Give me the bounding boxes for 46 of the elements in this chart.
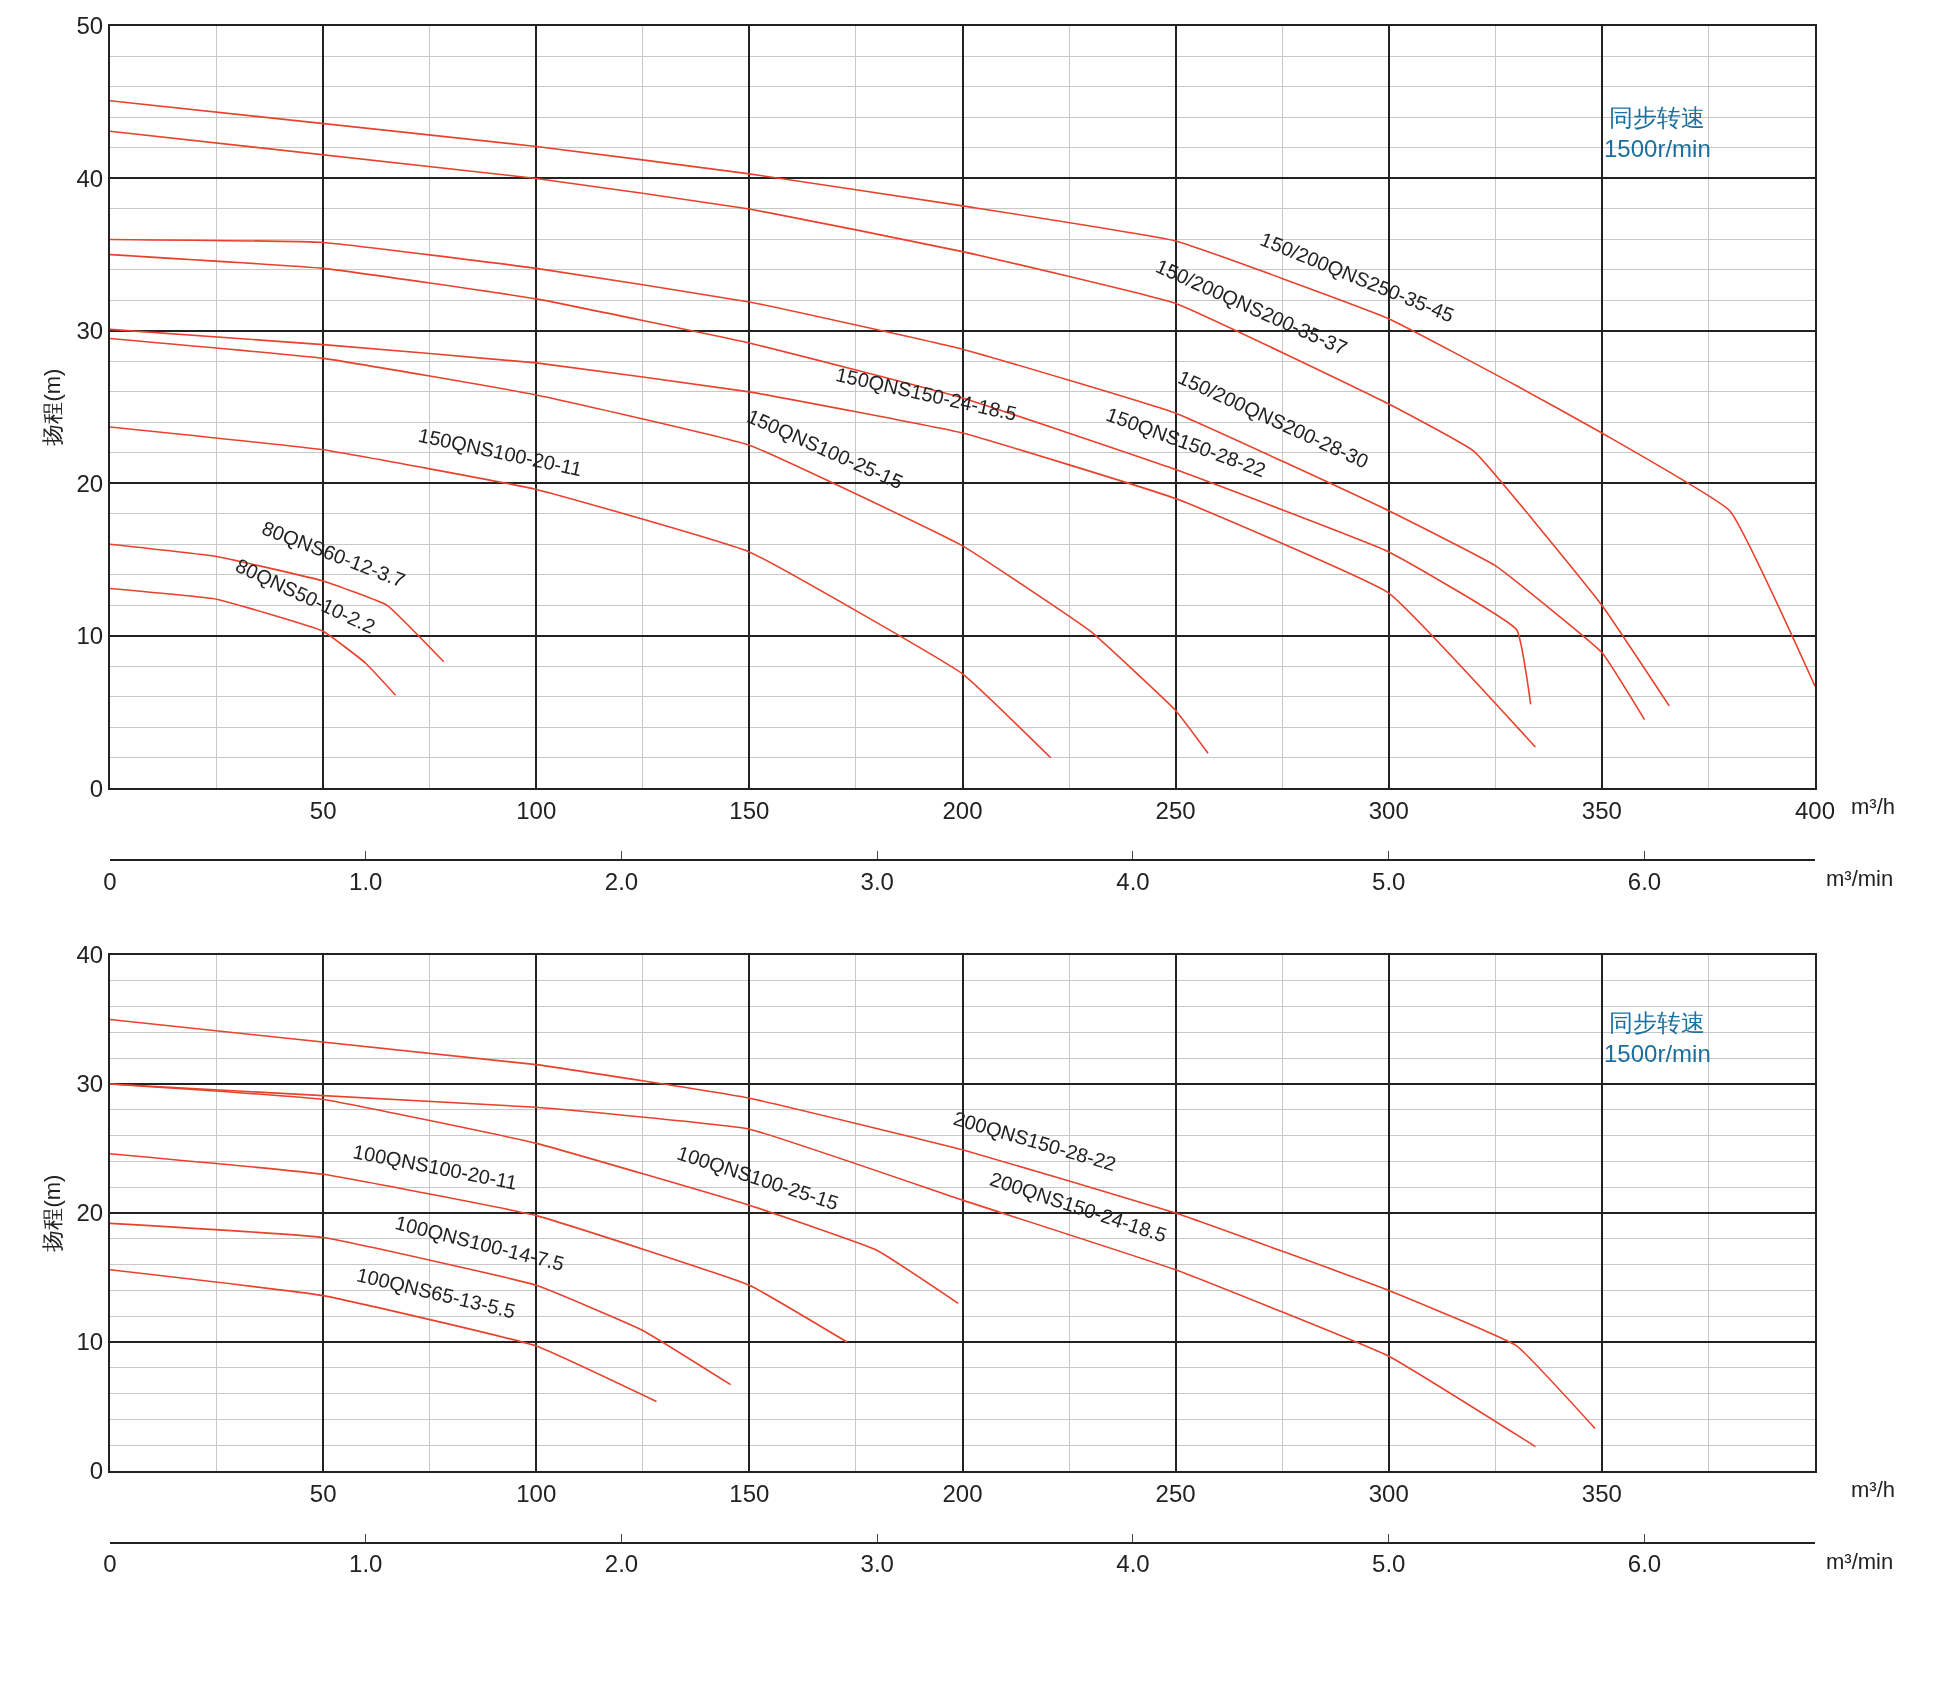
x-tick-label: 350 bbox=[1581, 1479, 1622, 1507]
y-tick-label: 50 bbox=[76, 12, 104, 40]
x-tick-label: 300 bbox=[1368, 1479, 1409, 1507]
x-tick-label: 350 bbox=[1581, 797, 1622, 825]
y-tick-label: 0 bbox=[89, 774, 104, 802]
x2-tick-label: 5.0 bbox=[1372, 867, 1406, 895]
y-tick-label: 10 bbox=[76, 622, 104, 650]
annotation: 同步转速 1500r/min bbox=[1604, 104, 1711, 163]
y-tick-label: 30 bbox=[76, 317, 104, 345]
annotation: 同步转速 1500r/min bbox=[1604, 1009, 1711, 1068]
x2-tick-label: 4.0 bbox=[1116, 1550, 1150, 1578]
x-tick-label: 200 bbox=[942, 797, 983, 825]
y-tick-label: 20 bbox=[76, 469, 104, 497]
x2-tick-label: 2.0 bbox=[604, 867, 639, 895]
x-tick-label: 100 bbox=[516, 797, 557, 825]
y-axis-title: 扬程(m) bbox=[39, 1174, 65, 1252]
x-tick-label: 250 bbox=[1155, 797, 1196, 825]
x2-tick-label: 3.0 bbox=[860, 1550, 894, 1578]
x-tick-label: 50 bbox=[309, 1479, 337, 1507]
x-tick-label: 250 bbox=[1155, 1479, 1196, 1507]
x-tick-label: 150 bbox=[729, 1479, 770, 1507]
y-tick-label: 40 bbox=[76, 164, 104, 192]
y-axis-title: 扬程(m) bbox=[39, 368, 65, 446]
x2-tick-label: 1.0 bbox=[349, 867, 383, 895]
x2-tick-label: 6.0 bbox=[1627, 867, 1662, 895]
x2-tick-label: 6.0 bbox=[1627, 1550, 1662, 1578]
x-tick-label: 100 bbox=[516, 1479, 557, 1507]
x2-tick-label: 2.0 bbox=[604, 1550, 639, 1578]
x2-tick-label: 4.0 bbox=[1116, 867, 1150, 895]
x2-axis-title: m³/min bbox=[1826, 866, 1894, 891]
x-tick-label: 400 bbox=[1794, 797, 1836, 825]
y-tick-label: 10 bbox=[76, 1328, 104, 1356]
x2-axis-title: m³/min bbox=[1826, 1549, 1894, 1574]
x-tick-label: 300 bbox=[1368, 797, 1409, 825]
x-axis-title: m³/h bbox=[1851, 794, 1895, 819]
x-tick-label: 50 bbox=[309, 797, 337, 825]
x2-tick-label: 1.0 bbox=[349, 1550, 383, 1578]
x-tick-label: 150 bbox=[729, 797, 770, 825]
y-tick-label: 20 bbox=[76, 1199, 104, 1227]
x2-tick-label: 3.0 bbox=[860, 867, 894, 895]
x-tick-label: 200 bbox=[942, 1479, 983, 1507]
y-tick-label: 30 bbox=[76, 1070, 104, 1098]
y-tick-label: 0 bbox=[89, 1457, 104, 1485]
x2-tick-label: 5.0 bbox=[1372, 1550, 1406, 1578]
y-tick-label: 40 bbox=[76, 941, 104, 969]
x-axis-title: m³/h bbox=[1851, 1477, 1895, 1502]
